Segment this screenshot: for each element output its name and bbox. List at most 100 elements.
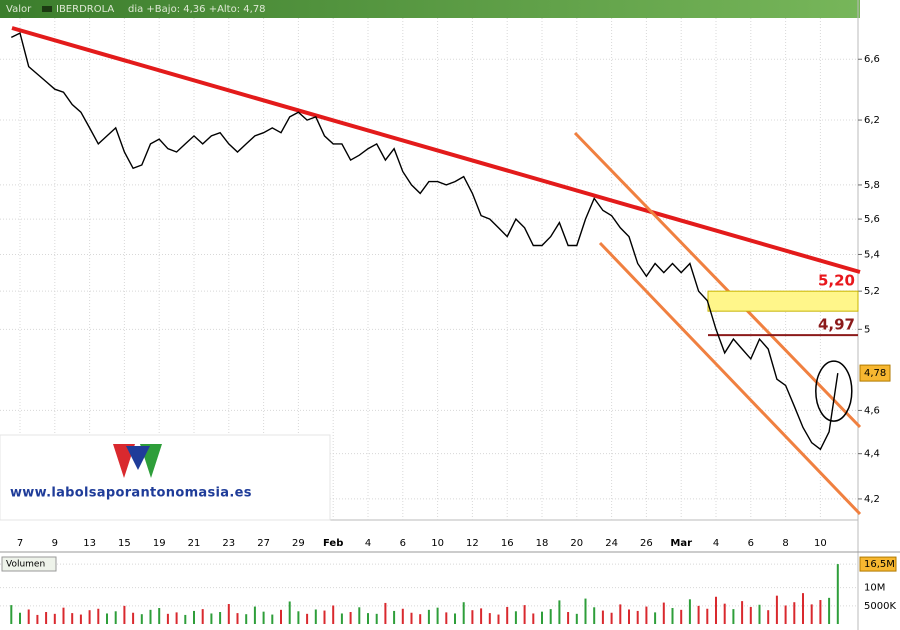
volume-bar — [575, 613, 578, 624]
volume-bar — [767, 610, 770, 624]
volume-marker — [859, 556, 897, 572]
volume-bar — [27, 609, 30, 624]
volume-bar — [367, 613, 369, 624]
volume-bar — [71, 613, 74, 624]
level-zone — [707, 290, 859, 312]
volume-bar — [140, 614, 143, 624]
x-tick-label: 8 — [782, 538, 788, 549]
series-icon — [42, 6, 52, 12]
x-tick-label: 18 — [536, 538, 549, 549]
y-tick-label: 5,4 — [864, 249, 880, 260]
volume-bar — [836, 564, 839, 624]
volume-bar — [802, 593, 804, 624]
volume-bar — [97, 608, 100, 624]
volume-bar — [671, 608, 674, 624]
volume-bar — [427, 609, 430, 624]
chart-title: IBERDROLA — [56, 4, 114, 15]
x-tick-label: 27 — [257, 538, 270, 549]
price-line — [10, 32, 839, 451]
volume-bar — [784, 605, 787, 624]
volume-bar — [349, 612, 352, 624]
volume-bar — [436, 607, 439, 624]
volume-bar — [749, 606, 752, 624]
volume-bar — [497, 614, 500, 624]
x-tick-label: 24 — [605, 538, 618, 549]
volume-bar — [549, 609, 552, 624]
volume-bar — [323, 610, 326, 624]
price-marker-label: 4,78 — [864, 368, 886, 379]
volume-bar — [445, 612, 448, 624]
volume-bar — [680, 609, 683, 624]
volume-bar — [36, 614, 39, 624]
volume-bar — [106, 613, 108, 624]
panel-label-box — [1, 556, 57, 572]
channel-line — [573, 131, 862, 429]
level-label: 5,20 — [818, 272, 855, 290]
volume-bar — [393, 610, 396, 624]
x-tick-label: 29 — [292, 538, 305, 549]
chart-subtitle: dia +Bajo: 4,36 +Alto: 4,78 — [128, 4, 266, 15]
volume-bar — [593, 607, 596, 624]
y-tick-label: 5000K — [864, 601, 896, 612]
x-tick-label: 21 — [188, 538, 201, 549]
volume-bar — [741, 601, 744, 624]
x-tick-label: 6 — [400, 538, 406, 549]
volume-bar — [662, 602, 665, 624]
volume-bar — [10, 605, 13, 624]
logo — [113, 444, 162, 478]
volume-bar — [758, 604, 761, 624]
x-tick-label: 12 — [466, 538, 479, 549]
x-tick-label: Mar — [670, 538, 692, 549]
volume-bar — [297, 611, 300, 624]
volume-bar — [732, 609, 735, 624]
volume-bar — [166, 613, 169, 624]
volume-bar — [79, 614, 82, 624]
volume-bar — [332, 605, 335, 624]
volume-bar — [567, 612, 570, 624]
volume-bar — [419, 614, 422, 624]
volume-bar — [149, 609, 152, 624]
x-tick-label: 4 — [365, 538, 371, 549]
volume-bar — [558, 600, 561, 624]
volume-bar — [775, 595, 778, 624]
x-tick-label: 20 — [570, 538, 583, 549]
volume-bar — [45, 612, 48, 624]
x-tick-label: 6 — [748, 538, 754, 549]
x-tick-label: 10 — [431, 538, 444, 549]
y-tick-label: 5,2 — [864, 286, 880, 297]
level-label: 4,97 — [818, 316, 855, 334]
volume-bar — [532, 613, 535, 624]
volume-bar — [697, 605, 700, 624]
volume-bar — [288, 601, 291, 624]
x-tick-label: 9 — [52, 538, 58, 549]
volume-bar — [88, 610, 91, 624]
volume-bar — [375, 613, 378, 624]
y-tick-label: 4,4 — [864, 449, 880, 460]
volume-bar — [210, 613, 213, 624]
volume-bar — [19, 612, 21, 624]
volume-bar — [280, 609, 282, 624]
volume-bar — [480, 608, 483, 624]
x-tick-label: 4 — [713, 538, 719, 549]
volume-bar — [358, 607, 361, 624]
volume-bar — [706, 608, 709, 624]
volume-bar — [610, 612, 613, 624]
x-tick-label: 15 — [118, 538, 131, 549]
volume-bar — [236, 613, 239, 624]
channel-line — [598, 241, 862, 516]
volume-bar — [619, 604, 622, 624]
x-tick-label: Feb — [323, 538, 343, 549]
volume-bar — [584, 598, 587, 624]
highlight-ellipse — [815, 360, 853, 422]
volume-bar — [227, 604, 230, 624]
x-tick-label: 16 — [501, 538, 514, 549]
volume-bar — [793, 602, 796, 624]
y-tick-label: 6,6 — [864, 54, 880, 65]
x-tick-label: 23 — [222, 538, 235, 549]
y-tick-label: 5,6 — [864, 214, 880, 225]
trend-line — [11, 26, 861, 274]
y-tick-label: 4,6 — [864, 405, 880, 416]
y-tick-label: 4,2 — [864, 494, 880, 505]
